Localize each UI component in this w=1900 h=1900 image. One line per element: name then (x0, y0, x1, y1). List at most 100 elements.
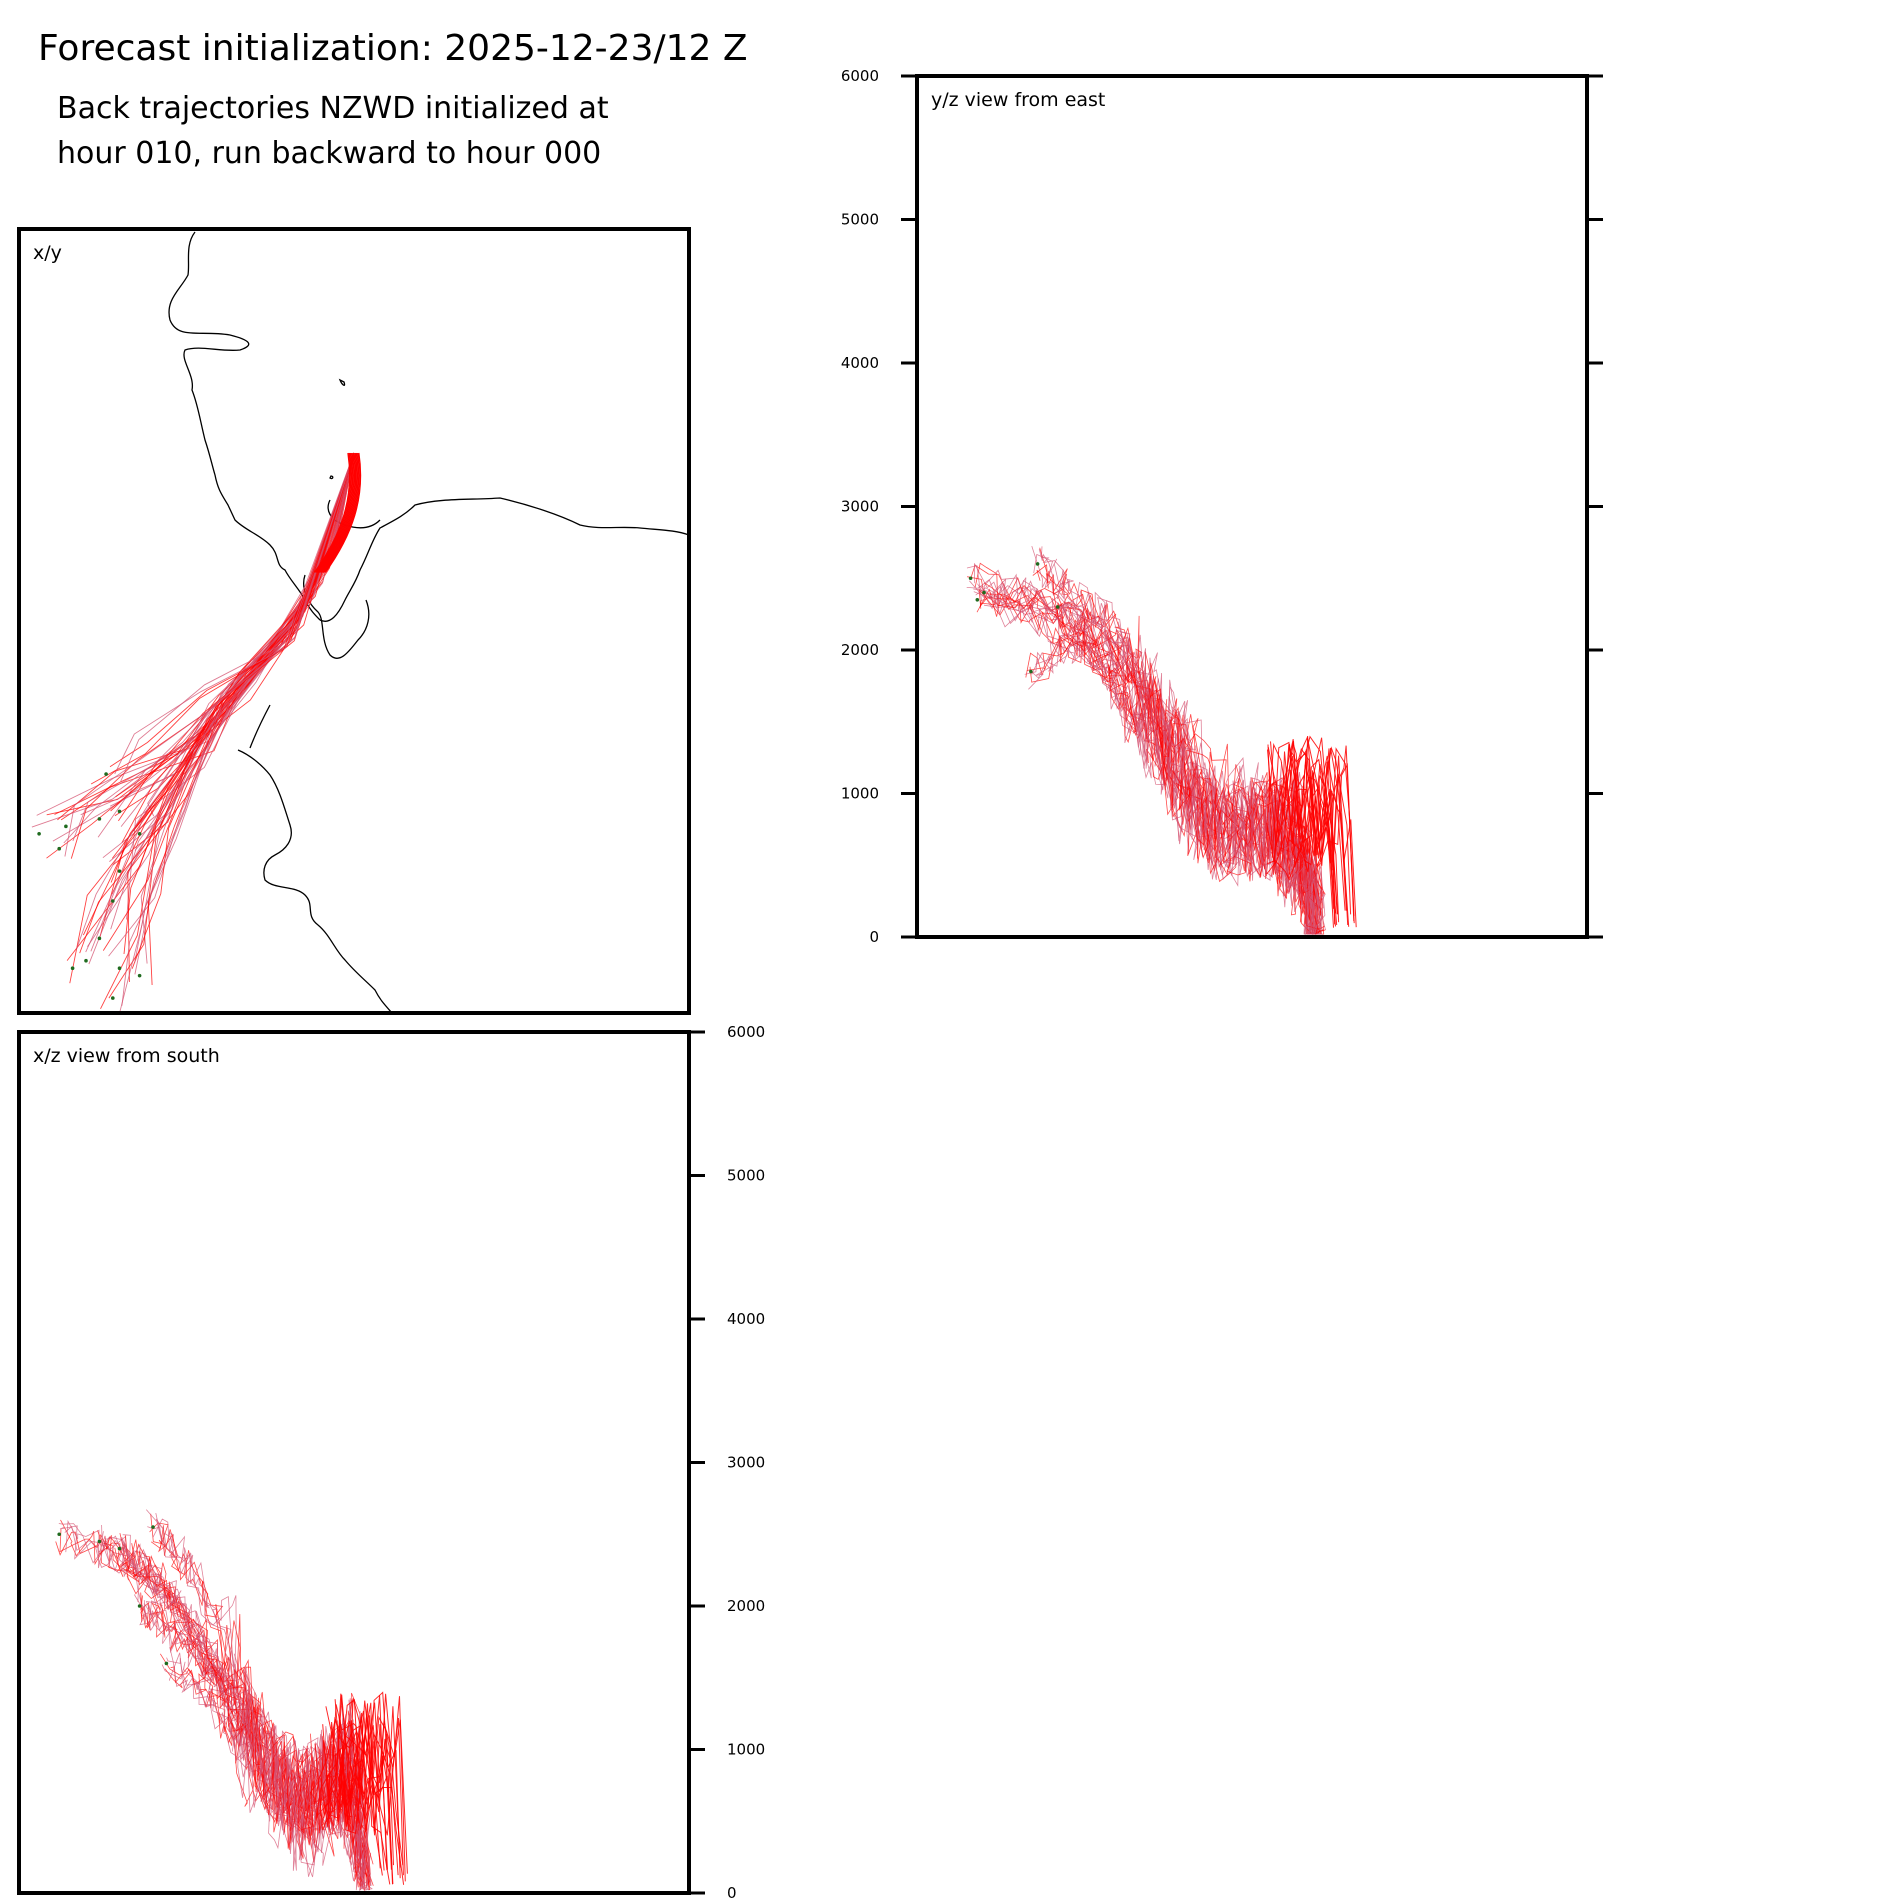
xz-start-point (117, 1546, 122, 1551)
xy-start-point (97, 817, 102, 821)
coastline-segment (338, 378, 346, 386)
yz-trajectory-line (1283, 742, 1352, 915)
yz-trajectory-line (1290, 745, 1355, 924)
xy-trajectory-line (115, 452, 355, 798)
xy-panel-frame (17, 227, 691, 1015)
xy-trajectory-line (321, 452, 358, 573)
xz-start-point (57, 1532, 61, 1537)
xz-trajectory-line (327, 1719, 394, 1866)
yz-start-point (975, 597, 980, 602)
xy-trajectory-line (127, 452, 355, 983)
yz-trajectory-line (1281, 747, 1349, 926)
y-tick-label: 2000 (841, 641, 879, 659)
yz-trajectory-line (980, 593, 1318, 936)
xy-start-point (117, 809, 122, 814)
yz-trajectory-line (1280, 735, 1347, 911)
xz-start-point (164, 1661, 169, 1666)
yz-panel: 0 1000 2000 3000 4000 5000 6000 y/z view from … (841, 67, 1603, 946)
xy-trajectory-line (324, 452, 362, 573)
xy-start-point (37, 832, 41, 836)
xy-start-points (37, 772, 142, 1000)
yz-start-point (1055, 605, 1060, 609)
xy-trajectory-line (64, 452, 355, 857)
xz-trajectory-line (335, 1706, 401, 1868)
xy-start-point (104, 772, 108, 776)
coastline-segment (168, 231, 321, 621)
xy-trajectory-line (114, 452, 355, 775)
xy-trajectory-line (317, 452, 355, 573)
y-tick-label: 0 (869, 928, 879, 946)
xy-start-point (64, 824, 68, 829)
y-tick-label: 3000 (841, 498, 879, 516)
yz-trajectory-line (1267, 742, 1338, 915)
xy-trajectory-line (322, 452, 359, 573)
yz-trajectory-line (977, 582, 1316, 923)
xy-trajectory-line (108, 452, 355, 999)
y-tick-label: 6000 (841, 67, 879, 85)
xz-trajectory-line (323, 1694, 392, 1870)
yz-trajectory-line (1273, 738, 1340, 923)
xz-trajectories (55, 1509, 408, 1892)
coastline-segment (237, 749, 393, 1014)
yz-trajectory-line (1053, 602, 1326, 917)
xz-trajectory-line (142, 1604, 362, 1851)
y-tick-label: 5000 (841, 211, 879, 229)
xz-trajectory-line (325, 1702, 393, 1885)
y-tick-label: 4000 (841, 354, 879, 372)
y-tick-label: 5000 (727, 1167, 765, 1185)
xy-trajectory-line (313, 452, 351, 573)
xy-start-point (97, 936, 102, 941)
xy-trajectory-line (120, 452, 355, 782)
xy-trajectory-line (316, 452, 353, 573)
yz-trajectory-line (1055, 615, 1320, 916)
xz-trajectory-line (98, 1542, 370, 1888)
xy-trajectory-line (131, 452, 355, 969)
xy-trajectory-line (134, 452, 355, 963)
xy-trajectory-line (134, 452, 355, 975)
xy-start-point (137, 973, 142, 978)
xy-trajectory-line (114, 452, 355, 817)
xz-start-point (137, 1604, 142, 1608)
xy-start-point (117, 869, 122, 873)
xz-start-points (57, 1525, 169, 1666)
y-tick-label: 0 (727, 1884, 737, 1900)
yz-trajectory-line (1275, 740, 1346, 911)
yz-panel-label: y/z view from east (931, 89, 1105, 111)
yz-start-point (968, 576, 973, 581)
xz-trajectory-line (318, 1695, 388, 1871)
xy-start-point (111, 899, 115, 903)
xy-trajectory-line (315, 452, 352, 573)
xy-trajectory-line (97, 452, 355, 838)
xz-trajectory-line (315, 1698, 383, 1876)
xy-trajectory-line (90, 452, 355, 785)
yz-trajectory-line (1031, 545, 1316, 895)
xy-trajectory-line (100, 452, 355, 1010)
figure-title: Forecast initialization: 2025-12-23/12 Z (38, 28, 748, 69)
xy-trajectory-line (52, 452, 355, 842)
xy-trajectory-line (63, 452, 355, 844)
yz-trajectories (966, 545, 1357, 936)
xz-y-axis-ticks: 0 1000 2000 3000 4000 5000 6000 (689, 1023, 765, 1900)
xz-panel: 0 1000 2000 3000 4000 5000 6000 x/z view from … (17, 1023, 765, 1900)
xy-trajectory-line (318, 452, 356, 573)
coastline-segment (303, 574, 370, 659)
xy-panel-label: x/y (33, 242, 62, 264)
yz-trajectory-line (1053, 591, 1322, 925)
xy-trajectory-line (323, 452, 361, 573)
xz-trajectory-line (320, 1698, 388, 1870)
xz-start-point (97, 1539, 102, 1544)
subtitle-line-2: hour 010, run backward to hour 000 (57, 136, 602, 171)
y-tick-label: 4000 (727, 1310, 765, 1328)
xy-start-point (70, 966, 75, 970)
xy-trajectory-line (75, 452, 355, 950)
xy-trajectory-line (120, 452, 355, 827)
xy-trajectory-line (132, 452, 355, 831)
xy-trajectory-line (46, 452, 355, 859)
xy-trajectory-line (319, 452, 357, 573)
xy-map-panel: x/y (17, 227, 691, 1015)
coastline-segment (249, 704, 271, 749)
yz-start-point (1029, 669, 1033, 674)
y-tick-label: 6000 (727, 1023, 765, 1041)
coastline-segment (329, 475, 334, 480)
